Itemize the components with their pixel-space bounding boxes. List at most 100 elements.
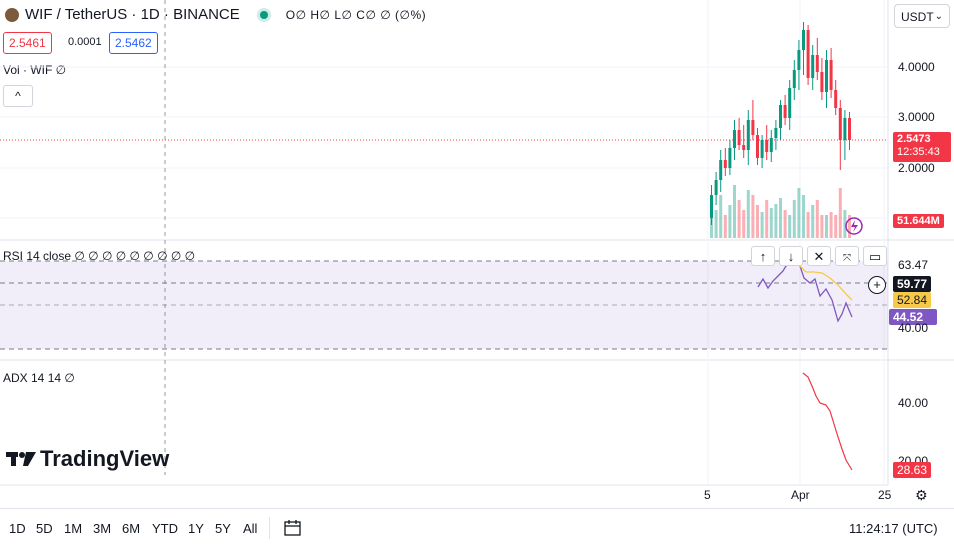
candle-body[interactable] [765,140,769,152]
price-tick: 3.0000 [898,110,935,124]
maximize-pane-button[interactable]: ▭ [863,246,887,266]
price-gridlines [0,0,888,485]
symbol-title[interactable]: WIF / TetherUS · 1D · BINANCE [25,6,240,23]
volume-bar [760,212,764,238]
candle-body[interactable] [760,140,764,158]
volume-bar [714,210,718,238]
symbol-header[interactable]: WIF / TetherUS · 1D · BINANCE O∅ H∅ L∅ C… [5,6,426,23]
candle-body[interactable] [825,60,828,92]
collapse-legend-button[interactable]: ^ [3,85,33,107]
move-pane-up-button[interactable]: ↑ [751,246,775,266]
adx-legend[interactable]: ADX 14 14 ∅ [3,371,75,385]
collapse-icon: ⤧ [843,253,851,264]
sell-price-button[interactable]: 2.5461 [3,32,52,54]
timeframe-5y[interactable]: 5Y [215,521,231,536]
candle-body[interactable] [733,130,736,148]
volume-bar [843,210,847,238]
volume-bar [723,215,727,238]
spread-value: 0.0001 [68,36,102,48]
move-pane-down-button[interactable]: ↓ [779,246,803,266]
tradingview-logo[interactable]: TradingView [6,446,169,472]
timeframe-5d[interactable]: 5D [36,521,53,536]
lightning-glyph [851,220,858,232]
volume-bar [788,215,792,238]
timeframe-1d[interactable]: 1D [9,521,26,536]
time-tick: 25 [878,488,892,502]
volume-bar [829,212,833,238]
candle-body[interactable] [719,160,723,180]
volume-bar [756,205,759,238]
volume-bar [719,195,723,238]
chart-canvas[interactable] [0,0,954,510]
candle-body[interactable] [843,118,847,140]
collapse-pane-button[interactable]: ⤧ [835,246,859,266]
timeframe-1y[interactable]: 1Y [188,521,204,536]
candle-body[interactable] [848,118,851,140]
chevron-down-icon: ⌄ [934,11,943,22]
last-price-value: 2.5473 [897,133,931,145]
candle-body[interactable] [783,105,787,118]
candle-body[interactable] [710,195,713,218]
candle-body[interactable] [829,60,833,90]
candle-body[interactable] [774,128,778,138]
last-price-tag: 2.5473 12:35:43 [893,132,951,162]
add-plus-icon[interactable]: + [868,276,886,294]
candle-body[interactable] [792,70,796,88]
candle-body[interactable] [723,160,727,168]
volume-bar [806,212,810,238]
candle-body[interactable] [802,30,805,50]
volume-bar [838,188,842,238]
lightning-icon[interactable] [845,217,863,235]
candle-body[interactable] [811,55,815,78]
timeframe-6m[interactable]: 6M [122,521,141,536]
chevron-up-icon: ^ [15,89,21,103]
candle-body[interactable] [788,88,792,118]
rsi-legend[interactable]: RSI 14 close ∅ ∅ ∅ ∅ ∅ ∅ ∅ ∅ ∅ [3,249,196,263]
candle-body[interactable] [797,50,801,70]
candle-body[interactable] [815,55,819,72]
date-range-icon[interactable] [283,519,303,537]
timeframe-3m[interactable]: 3M [93,521,112,536]
ohlc-values: O∅ H∅ L∅ C∅ ∅ (∅%) [285,7,427,22]
toolbar-divider [269,517,270,539]
volume-bar [779,198,782,238]
candle-body[interactable] [769,138,773,152]
volume-bar [815,200,819,238]
timeframe-ytd[interactable]: YTD [152,521,178,536]
adx-tick: 40.00 [898,396,929,410]
candle-body[interactable] [834,90,838,108]
timeframe-1m[interactable]: 1M [64,521,83,536]
volume-bar [746,190,750,238]
candlestick-series[interactable] [710,22,851,225]
volume-bar [797,188,801,238]
buy-price-button[interactable]: 2.5462 [109,32,158,54]
bar-countdown: 12:35:43 [897,146,940,158]
adx-value-tag: 28.63 [893,462,932,478]
candle-body[interactable] [820,72,824,92]
volume-bar [792,200,796,238]
currency-select[interactable]: USDT ⌄ [894,4,950,28]
clock-timezone[interactable]: 11:24:17 (UTC) [849,521,938,536]
volume-bar [728,205,732,238]
rsi-tick: 40.00 [898,321,929,335]
market-status-icon [259,10,268,19]
candle-body[interactable] [714,180,718,195]
bottom-toolbar: 1D 5D 1M 3M 6M YTD 1Y 5Y All 11:24:17 (U… [0,508,954,550]
candle-body[interactable] [728,148,732,168]
settings-gear-icon[interactable]: ⚙ [915,487,928,503]
candle-body[interactable] [737,130,741,145]
volume-bar [783,210,787,238]
candle-body[interactable] [806,30,810,78]
candle-body[interactable] [779,105,782,128]
close-pane-button[interactable]: ✕ [807,246,831,266]
timeframe-all[interactable]: All [243,521,258,536]
candle-body[interactable] [756,135,759,158]
arrow-up-icon: ↑ [759,249,767,264]
coin-logo-icon [5,7,19,22]
candle-body[interactable] [746,120,750,150]
candle-body[interactable] [742,145,746,150]
candle-body[interactable] [751,120,755,135]
volume-bar [834,215,838,238]
price-tick: 4.0000 [898,60,935,74]
candle-body[interactable] [838,108,842,140]
